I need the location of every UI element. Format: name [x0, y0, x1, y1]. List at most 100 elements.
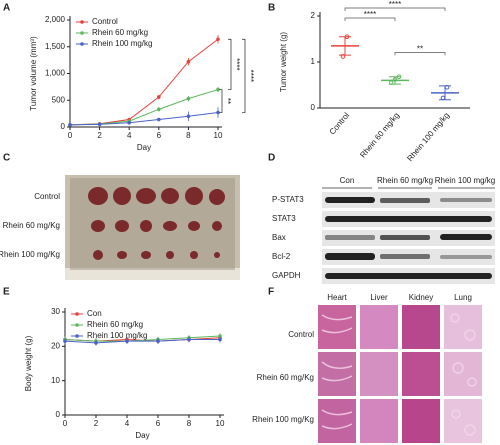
- point: [392, 77, 398, 82]
- panel-letter: B: [268, 3, 275, 14]
- row-label: Rhein 100 mg/Kg: [252, 415, 314, 424]
- panel-letter: E: [3, 287, 10, 298]
- legend-label: Rhein 100 mg/kg: [87, 331, 147, 340]
- row-label: Rhein 100 mg/Kg: [0, 250, 60, 259]
- column-label: Liver: [370, 293, 388, 302]
- legend-marker: [75, 312, 79, 316]
- point: [63, 339, 67, 343]
- point: [186, 59, 191, 64]
- column-label: Kidney: [409, 293, 433, 302]
- point: [344, 34, 350, 40]
- point: [388, 80, 394, 85]
- y-axis-label: Tumor weight (g): [279, 32, 288, 93]
- panel-letter: F: [268, 287, 274, 298]
- panel-letter: D: [268, 153, 275, 164]
- point: [340, 54, 346, 59]
- y-tick-label: 1,000: [45, 69, 66, 78]
- series-line: [69, 89, 219, 126]
- panel-letter: C: [3, 153, 10, 164]
- x-tick-label: 4: [127, 131, 132, 140]
- row-label: Rhein 60 mg/Kg: [257, 373, 314, 382]
- significance-bracket: [219, 89, 223, 113]
- y-tick-label: 0: [61, 122, 66, 131]
- y-tick-label: 1,500: [45, 42, 66, 51]
- point: [187, 337, 191, 342]
- row-label: Bcl-2: [272, 252, 291, 261]
- point: [186, 96, 191, 101]
- y-tick-label: 0: [56, 410, 61, 419]
- y-tick-label: 2: [311, 11, 316, 20]
- point: [156, 339, 160, 343]
- y-tick-label: 10: [51, 376, 60, 385]
- point: [396, 74, 402, 80]
- significance-label: **: [417, 45, 423, 54]
- x-tick-label: 6: [156, 419, 161, 428]
- row-label: Bax: [272, 233, 286, 242]
- point: [218, 334, 222, 338]
- x-tick-label: Control: [328, 111, 352, 137]
- significance-label: ****: [246, 70, 255, 82]
- y-tick-label: 30: [51, 307, 60, 316]
- y-axis-label: Tumor volume (mm³): [29, 36, 38, 111]
- row-label: Control: [288, 330, 314, 339]
- row-label: GAPDH: [272, 271, 301, 280]
- legend-marker: [80, 20, 84, 24]
- significance-bracket: [394, 52, 446, 56]
- x-tick-label: 4: [125, 419, 130, 428]
- legend-label: Con: [87, 309, 102, 318]
- y-tick-label: 1: [311, 57, 316, 66]
- legend-label: Rhein 60 mg/kg: [92, 28, 148, 37]
- significance-bracket: [344, 7, 446, 11]
- point: [94, 341, 98, 345]
- point: [440, 95, 446, 101]
- x-tick-label: 8: [186, 131, 191, 140]
- x-tick-label: 0: [63, 419, 68, 428]
- significance-label: ****: [232, 58, 241, 70]
- legend-marker: [75, 334, 79, 338]
- series-line: [69, 112, 219, 126]
- legend-label: Rhein 100 mg/kg: [92, 39, 152, 48]
- column-label: Heart: [327, 293, 347, 302]
- legend-marker: [75, 323, 79, 327]
- x-tick-label: 8: [187, 419, 192, 428]
- series-line: [64, 335, 221, 342]
- x-tick-label: 6: [157, 131, 162, 140]
- tumor-photo: [65, 175, 240, 280]
- point: [216, 37, 220, 42]
- column-label: Con: [340, 176, 355, 185]
- histology-grid: [318, 305, 482, 443]
- column-label: Lung: [454, 293, 472, 302]
- significance-bracket: [242, 38, 246, 113]
- point: [216, 110, 220, 115]
- point: [97, 122, 102, 127]
- point: [216, 87, 220, 92]
- column-label: Rhein 60 mg/kg: [377, 176, 433, 185]
- row-label: Control: [34, 192, 60, 201]
- y-tick-label: 20: [51, 341, 60, 350]
- row-label: Rhein 60 mg/Kg: [3, 221, 60, 230]
- significance-label: ****: [389, 0, 401, 9]
- x-tick-label: Rhein 100 mg/kg: [405, 111, 451, 163]
- x-tick-label: 10: [214, 131, 223, 140]
- legend-marker: [80, 42, 84, 46]
- significance-bracket: [228, 38, 232, 90]
- point: [157, 107, 161, 112]
- point: [68, 123, 72, 127]
- x-axis-label: Day: [135, 431, 149, 440]
- point: [218, 337, 222, 342]
- point: [125, 339, 129, 343]
- x-axis-label: Day: [137, 143, 151, 152]
- y-tick-label: 500: [52, 95, 66, 104]
- legend-label: Rhein 60 mg/kg: [87, 320, 143, 329]
- column-label: Rhein 100 mg/kg: [435, 176, 495, 185]
- x-tick-label: 2: [97, 131, 102, 140]
- western-blot: [322, 187, 495, 284]
- series-line: [64, 338, 220, 344]
- legend-label: Control: [92, 17, 118, 26]
- y-axis-label: Body weight (g): [24, 335, 33, 391]
- significance-label: **: [223, 98, 232, 104]
- panel-letter: A: [3, 3, 10, 14]
- x-tick-label: Rhein 60 mg/kg: [358, 111, 401, 160]
- point: [157, 95, 161, 99]
